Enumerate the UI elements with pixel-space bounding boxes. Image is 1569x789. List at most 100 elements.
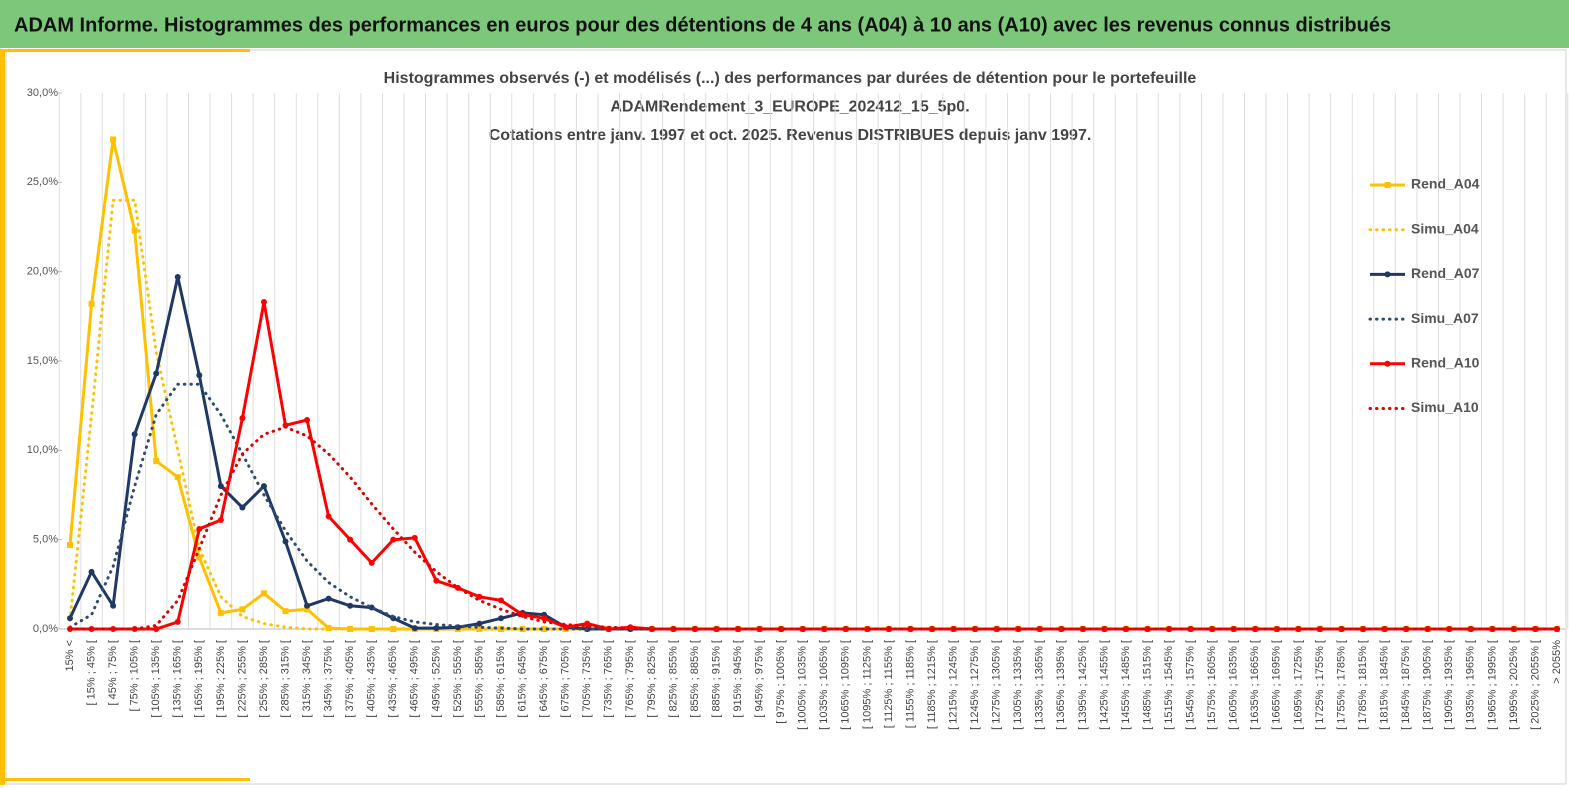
- x-tick-label: [ 1005% ; 1035% [: [797, 640, 809, 730]
- point: [239, 504, 246, 511]
- x-tick-label: [ 765% ; 795% [: [624, 640, 636, 718]
- point: [368, 559, 375, 566]
- x-tick-label: [ 1155% ; 1185% [: [904, 640, 916, 728]
- x-tick-label: [ 315% ; 345% [: [301, 640, 313, 718]
- point: [476, 620, 483, 627]
- point: [88, 626, 95, 632]
- point: [1532, 626, 1539, 632]
- point: [325, 595, 332, 602]
- chart-frame: [5, 49, 1567, 785]
- legend-label: Rend_A04: [1411, 176, 1480, 192]
- x-tick-label: [ 945% ; 975% [: [754, 640, 766, 718]
- x-tick-label: [ 1035% ; 1065% [: [818, 640, 830, 730]
- x-tick-label: [ 465% ; 495% [: [409, 640, 421, 718]
- point: [1381, 626, 1388, 632]
- point: [67, 615, 73, 622]
- legend-label: Simu_A04: [1411, 220, 1479, 236]
- point: [217, 517, 224, 524]
- legend-marker: [1384, 360, 1391, 367]
- x-tick-label: [ 135% ; 165% [: [172, 640, 184, 718]
- x-tick-label: [ 1875% ; 1905% [: [1422, 640, 1434, 730]
- point: [498, 597, 505, 604]
- y-tick-label: 15,0%: [27, 355, 58, 367]
- x-tick-label: [ 1605% ; 1635% [: [1228, 640, 1240, 730]
- point: [110, 136, 117, 143]
- x-tick-label: [ 45% ; 75% [: [107, 640, 119, 705]
- x-tick-label: [ 1395% ; 1425% [: [1077, 640, 1089, 730]
- y-tick-label: 30,0%: [27, 87, 58, 99]
- x-tick-label: [ 795% ; 825% [: [646, 640, 658, 718]
- point: [347, 536, 354, 543]
- point: [260, 590, 267, 597]
- x-tick-label: [ 615% ; 645% [: [516, 640, 528, 718]
- x-tick-label: [ 1065% ; 1095% [: [840, 640, 852, 730]
- y-tick-label: 20,0%: [27, 266, 58, 278]
- point: [282, 538, 289, 545]
- point: [174, 618, 181, 625]
- x-tick-label: [ 885% ; 915% [: [710, 640, 722, 718]
- header-title: ADAM Informe. Histogrammes des performan…: [14, 14, 1391, 36]
- point: [907, 626, 914, 632]
- point: [778, 626, 785, 632]
- x-tick-label: [ 915% ; 945% [: [732, 640, 744, 718]
- frame-accent: [0, 778, 250, 781]
- frame-accent: [0, 49, 250, 52]
- header-band: [0, 0, 1569, 48]
- point: [498, 615, 505, 622]
- x-tick-label: [ 1125% ; 1155% [: [883, 640, 895, 728]
- point: [260, 299, 267, 306]
- point: [67, 542, 73, 549]
- x-tick-label: [ 1665% ; 1695% [: [1271, 640, 1283, 730]
- point: [433, 625, 440, 632]
- point: [88, 300, 95, 307]
- point: [433, 577, 440, 584]
- x-tick-label: [ 1515% ; 1545% [: [1163, 640, 1175, 730]
- x-tick-label: [ 1785% ; 1815% [: [1357, 640, 1369, 730]
- point: [110, 602, 117, 609]
- x-tick-label: [ 1095% ; 1125% [: [861, 640, 873, 729]
- x-tick-label: [ 1485% ; 1515% [: [1141, 640, 1153, 730]
- x-tick-label: [ 195% ; 225% [: [215, 640, 227, 718]
- point: [390, 536, 397, 543]
- y-tick-label: 5,0%: [33, 534, 58, 546]
- y-tick-label: 10,0%: [27, 444, 58, 456]
- x-tick-label: [ 225% ; 255% [: [236, 640, 248, 718]
- x-tick-label: [ 345% ; 375% [: [323, 640, 335, 718]
- point: [196, 525, 203, 532]
- point: [1273, 626, 1280, 632]
- point: [1467, 626, 1474, 632]
- x-tick-label: [ 495% ; 525% [: [430, 640, 442, 718]
- x-tick-label: [ 15% ; 45% [: [85, 640, 97, 705]
- point: [368, 626, 375, 632]
- x-tick-label: [ 1935% ; 1965% [: [1465, 640, 1477, 730]
- point: [153, 626, 160, 632]
- point: [929, 626, 936, 632]
- x-tick-label: [ 1215% ; 1245% [: [947, 640, 959, 730]
- point: [972, 626, 979, 632]
- x-tick-label: [ 1635% ; 1665% [: [1249, 640, 1261, 730]
- x-tick-label: [ 645% ; 675% [: [538, 640, 550, 718]
- x-tick-label: [ 735% ; 765% [: [603, 640, 615, 718]
- point: [325, 513, 332, 520]
- point: [1187, 626, 1194, 632]
- legend-marker: [1384, 271, 1391, 278]
- point: [153, 458, 160, 465]
- legend-label: Rend_A07: [1411, 265, 1480, 281]
- point: [260, 483, 267, 490]
- point: [217, 609, 224, 616]
- x-tick-label: [ 405% ; 435% [: [366, 640, 378, 718]
- point: [174, 474, 181, 481]
- x-tick-label: [ 2025% ; 2055% [: [1529, 640, 1541, 730]
- point: [217, 483, 224, 490]
- point: [1252, 626, 1259, 632]
- x-tick-label: [ 585% ; 615% [: [495, 640, 507, 718]
- x-tick-label: [ 1575% ; 1605% [: [1206, 640, 1218, 730]
- frame-accent: [0, 50, 5, 785]
- chart-title: ADAMRendement_3_EUROPE_202412_15_5p0.: [610, 99, 969, 116]
- x-tick-label: [ 1845% ; 1875% [: [1400, 640, 1412, 730]
- x-tick-label: [ 1755% ; 1785% [: [1335, 640, 1347, 730]
- point: [1316, 626, 1323, 632]
- point: [153, 370, 160, 377]
- point: [196, 372, 203, 379]
